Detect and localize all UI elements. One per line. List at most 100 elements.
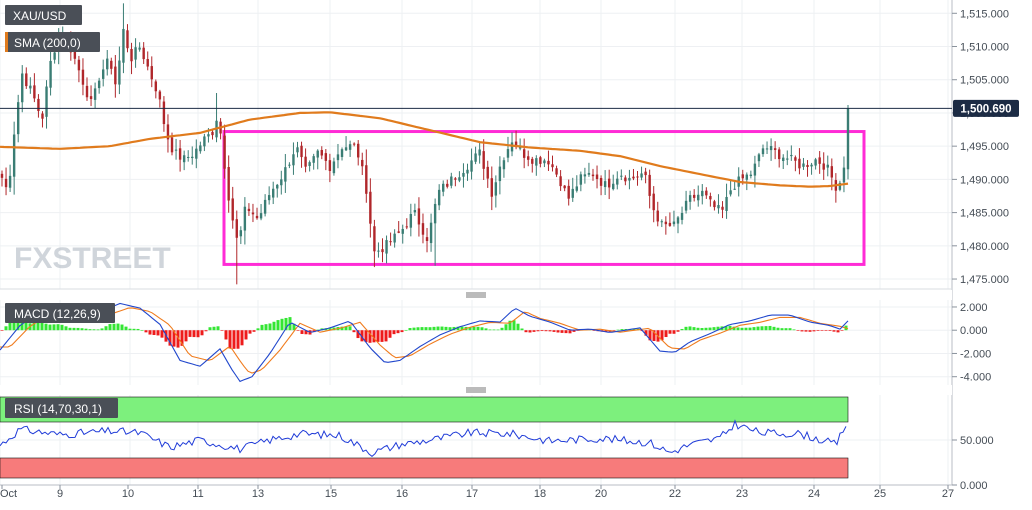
candle — [93, 82, 97, 109]
macd-histogram-bar — [436, 326, 440, 331]
candle — [749, 170, 753, 179]
candle — [551, 155, 554, 172]
candle — [688, 190, 692, 210]
macd-histogram-bar — [808, 330, 812, 332]
macd-histogram-bar — [832, 330, 836, 332]
candle — [316, 149, 319, 170]
price-tick-label: 1,505.000 — [960, 75, 1009, 87]
candle — [417, 197, 421, 237]
macd-histogram-bar — [64, 326, 68, 331]
candle — [263, 194, 267, 217]
macd-histogram-bar — [376, 330, 380, 342]
candle — [818, 151, 821, 174]
macd-histogram-bar — [40, 322, 44, 331]
candle — [405, 218, 408, 230]
candle — [446, 179, 449, 189]
macd-histogram-bar — [796, 330, 800, 331]
candle — [352, 142, 356, 147]
x-tick-label: 27 — [942, 488, 954, 500]
macd-histogram-bar — [648, 330, 652, 341]
macd-histogram-bar — [176, 330, 180, 348]
pane-resize-handle-2[interactable] — [0, 385, 952, 395]
legend-symbol[interactable]: XAU/USD — [5, 5, 82, 25]
candle — [227, 155, 230, 213]
candle — [81, 58, 85, 96]
candle — [142, 42, 145, 64]
macd-histogram-bar — [724, 326, 728, 331]
macd-histogram-bar — [572, 330, 576, 332]
legend-rsi[interactable]: RSI (14,70,30,1) — [5, 398, 118, 418]
macd-histogram-bar — [660, 330, 664, 341]
rsi-layer — [0, 419, 847, 458]
candle — [761, 144, 765, 157]
macd-histogram-bar — [252, 330, 256, 332]
macd-histogram-bar — [216, 326, 220, 331]
macd-histogram-bar — [500, 327, 504, 331]
macd-histogram-bar — [292, 323, 296, 331]
macd-histogram-bar — [444, 326, 448, 331]
candle — [178, 139, 182, 172]
macd-histogram-bar — [120, 324, 124, 331]
candle — [454, 177, 457, 187]
macd-histogram-bar — [736, 327, 740, 331]
pane-resize-handle-1[interactable] — [0, 290, 952, 300]
candle — [389, 232, 392, 246]
x-tick-label: 9 — [57, 488, 63, 500]
macd-histogram-bar — [60, 324, 64, 331]
watermark: FXSTREET — [14, 242, 171, 275]
macd-histogram-bar — [452, 326, 456, 331]
macd-histogram-bar — [416, 327, 420, 331]
macd-tick-label: 0.000 — [960, 325, 988, 337]
macd-histogram-bar — [820, 330, 824, 331]
candle — [4, 167, 8, 196]
macd-histogram-bar — [264, 324, 268, 331]
macd-histogram-bar — [212, 326, 216, 331]
candle — [660, 219, 663, 228]
candle — [336, 143, 340, 169]
macd-histogram-bar — [272, 321, 276, 331]
candle — [182, 150, 186, 171]
macd-histogram-bar — [768, 325, 772, 331]
legend-sma[interactable]: SMA (200,0) — [5, 32, 100, 52]
macd-histogram-bar — [548, 330, 552, 332]
candle — [97, 77, 101, 94]
candle — [620, 169, 623, 181]
candle — [721, 201, 724, 219]
macd-histogram-bar — [460, 326, 464, 331]
macd-histogram-bar — [672, 330, 676, 334]
candle — [571, 177, 574, 202]
price-tick-label: 1,480.000 — [960, 241, 1009, 253]
macd-histogram-bar — [112, 323, 116, 331]
legend-macd[interactable]: MACD (12,26,9) — [5, 303, 115, 323]
candle — [591, 168, 595, 181]
candle — [259, 203, 263, 221]
macd-histogram-bar — [508, 320, 512, 331]
candle — [442, 180, 445, 197]
macd-histogram-bar — [116, 323, 120, 331]
macd-histogram-bar — [84, 328, 88, 331]
candle — [733, 181, 736, 190]
macd-histogram-bar — [632, 328, 636, 331]
macd-histogram-bar — [48, 324, 52, 331]
candle — [41, 111, 44, 128]
candle — [697, 185, 700, 207]
candle — [247, 203, 251, 216]
svg-text:SMA (200,0): SMA (200,0) — [14, 36, 81, 50]
candle — [33, 73, 36, 103]
macd-histogram-bar — [256, 328, 260, 331]
macd-histogram-bar — [708, 327, 712, 331]
macd-histogram-bar — [4, 326, 8, 331]
candle — [547, 150, 550, 171]
macd-histogram-bar — [780, 328, 784, 331]
candle — [773, 141, 777, 160]
macd-histogram-bar — [440, 326, 444, 331]
macd-histogram-bar — [380, 330, 384, 342]
candle — [357, 140, 360, 166]
candle — [284, 154, 287, 193]
candle — [644, 167, 647, 184]
price-tick-label: 1,490.000 — [960, 174, 1009, 186]
candle — [725, 183, 728, 219]
macd-histogram-bar — [8, 321, 12, 331]
candle — [595, 165, 599, 189]
macd-histogram-bar — [744, 327, 748, 331]
